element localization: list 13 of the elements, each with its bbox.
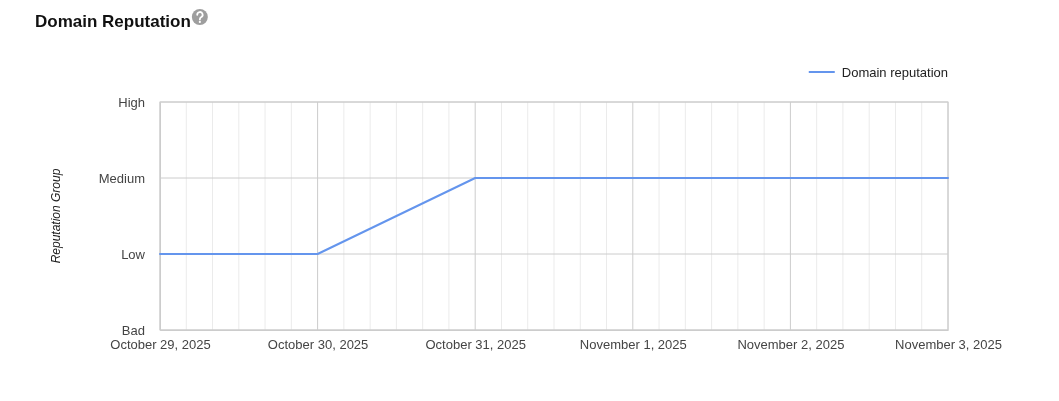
x-tick-label: November 3, 2025 — [895, 337, 1002, 353]
category-label: Bad — [121, 322, 145, 338]
category-label: High — [118, 94, 145, 110]
y-axis-title: Reputation Group — [49, 168, 63, 264]
x-tick-label: November 1, 2025 — [579, 337, 687, 353]
legend-label: Domain reputation — [841, 64, 948, 80]
x-tick-label: November 2, 2025 — [737, 337, 845, 353]
chart-title: Domain Reputation — [35, 12, 191, 31]
x-tick-label: October 30, 2025 — [267, 337, 369, 353]
category-label: Low — [121, 246, 145, 262]
x-tick-label: October 29, 2025 — [110, 337, 211, 353]
category-label: Medium — [98, 170, 145, 186]
x-tick-label: October 31, 2025 — [425, 337, 526, 353]
